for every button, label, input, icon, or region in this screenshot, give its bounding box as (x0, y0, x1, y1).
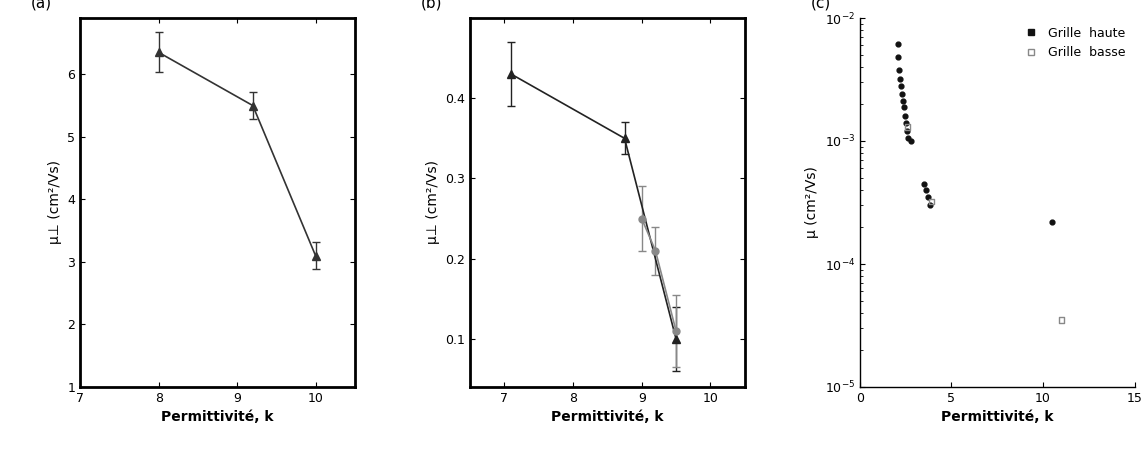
Grille  haute (888, 40, 906, 47)
Grille  haute (896, 112, 915, 120)
Grille  haute (892, 75, 910, 82)
Grille  haute (895, 103, 913, 110)
Grille  basse (923, 198, 941, 206)
Grille  haute (890, 66, 909, 73)
Grille  haute (898, 135, 917, 142)
Grille  haute (919, 194, 937, 201)
Y-axis label: μ⊥ (cm²/Vs): μ⊥ (cm²/Vs) (426, 161, 440, 244)
Grille  haute (902, 137, 920, 144)
Legend: Grille  haute, Grille  basse: Grille haute, Grille basse (1015, 24, 1129, 62)
Grille  haute (897, 128, 916, 135)
Text: (b): (b) (421, 0, 442, 11)
Grille  haute (896, 119, 915, 126)
Grille  haute (915, 180, 933, 187)
Grille  haute (889, 54, 908, 61)
Grille  haute (893, 90, 911, 98)
X-axis label: Permittivité, k: Permittivité, k (941, 410, 1053, 424)
Text: (c): (c) (810, 0, 831, 11)
X-axis label: Permittivité, k: Permittivité, k (551, 410, 664, 424)
Grille  haute (917, 186, 935, 194)
Y-axis label: μ (cm²/Vs): μ (cm²/Vs) (806, 166, 819, 238)
Grille  basse (898, 123, 917, 130)
Grille  basse (1052, 316, 1070, 324)
Grille  haute (1043, 218, 1061, 225)
Grille  haute (892, 82, 910, 90)
Grille  haute (894, 98, 912, 105)
X-axis label: Permittivité, k: Permittivité, k (162, 410, 274, 424)
Grille  haute (920, 202, 939, 209)
Text: (a): (a) (31, 0, 52, 11)
Y-axis label: μ⊥ (cm²/Vs): μ⊥ (cm²/Vs) (48, 161, 62, 244)
